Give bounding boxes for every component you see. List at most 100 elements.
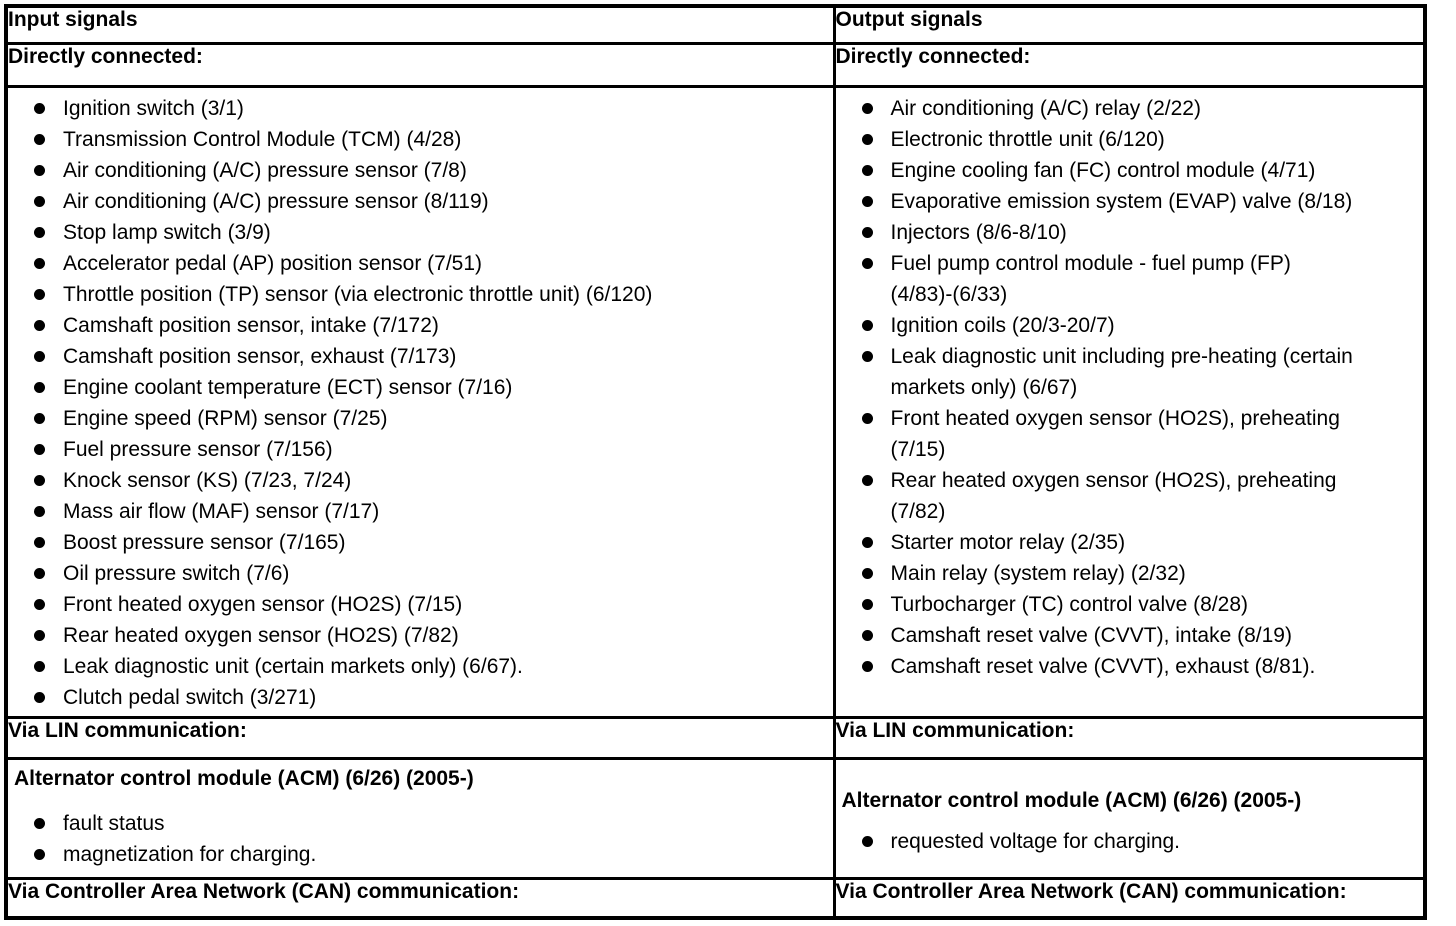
input-via-lin-header: Via LIN communication: xyxy=(4,716,836,760)
output-signals-header: Output signals xyxy=(832,4,1427,45)
list-item: Air conditioning (A/C) pressure sensor (… xyxy=(34,186,831,217)
list-item-text: Engine cooling fan (FC) control module (… xyxy=(890,159,1316,182)
input-acm-section: Alternator control module (ACM) (6/26) (… xyxy=(4,757,836,880)
list-item: Clutch pedal switch (3/271) xyxy=(34,682,831,713)
output-acm-list: requested voltage for charging. xyxy=(837,826,1422,857)
bullet-icon xyxy=(34,506,45,517)
bullet-icon xyxy=(34,818,45,829)
list-item-text: Throttle position (TP) sensor (via elect… xyxy=(63,283,653,306)
list-item: Stop lamp switch (3/9) xyxy=(34,217,831,248)
bullet-icon xyxy=(861,351,873,362)
list-item: Front heated oxygen sensor (HO2S), prehe… xyxy=(861,403,1423,465)
bullet-icon xyxy=(34,537,45,548)
list-item-text: Rear heated oxygen sensor (HO2S), prehea… xyxy=(890,469,1337,523)
list-item-text: Front heated oxygen sensor (HO2S) (7/15) xyxy=(63,593,463,616)
list-item-text: Starter motor relay (2/35) xyxy=(890,531,1126,554)
list-item: Engine coolant temperature (ECT) sensor … xyxy=(34,372,831,403)
input-signal-list: Ignition switch (3/1) Transmission Contro… xyxy=(9,90,831,714)
bullet-icon xyxy=(861,196,873,207)
list-item-text: Engine speed (RPM) sensor (7/25) xyxy=(63,407,388,430)
bullet-icon xyxy=(861,134,873,145)
bullet-icon xyxy=(34,258,45,269)
list-item: Air conditioning (A/C) pressure sensor (… xyxy=(34,155,831,186)
via-lin-row: Via LIN communication: Via LIN communica… xyxy=(4,716,1427,760)
list-item-text: Camshaft reset valve (CVVT), exhaust (8/… xyxy=(890,655,1316,678)
bullet-icon xyxy=(34,661,45,672)
list-item-text: Air conditioning (A/C) pressure sensor (… xyxy=(63,190,489,213)
list-item-text: Air conditioning (A/C) relay (2/22) xyxy=(890,97,1201,120)
bullet-icon xyxy=(861,258,873,269)
list-item: Boost pressure sensor (7/165) xyxy=(34,527,831,558)
list-item-text: Transmission Control Module (TCM) (4/28) xyxy=(63,128,462,151)
list-item: Ignition switch (3/1) xyxy=(34,93,831,124)
bullet-icon xyxy=(861,165,873,176)
list-item: Evaporative emission system (EVAP) valve… xyxy=(861,186,1423,217)
acm-module-row: Alternator control module (ACM) (6/26) (… xyxy=(4,757,1427,880)
list-item-text: Turbocharger (TC) control valve (8/28) xyxy=(890,593,1249,616)
bullet-icon xyxy=(34,165,45,176)
list-item: Injectors (8/6-8/10) xyxy=(861,217,1423,248)
list-item: Camshaft position sensor, exhaust (7/173… xyxy=(34,341,831,372)
table-header-row: Input signals Output signals xyxy=(4,4,1427,45)
list-item: Electronic throttle unit (6/120) xyxy=(861,124,1423,155)
list-item: Ignition coils (20/3-20/7) xyxy=(861,310,1423,341)
list-item: Transmission Control Module (TCM) (4/28) xyxy=(34,124,831,155)
list-item-text: Injectors (8/6-8/10) xyxy=(890,221,1067,244)
bullet-icon xyxy=(34,196,45,207)
bullet-icon xyxy=(34,599,45,610)
list-item: Mass air flow (MAF) sensor (7/17) xyxy=(34,496,831,527)
bullet-icon xyxy=(861,630,873,641)
list-item-text: Evaporative emission system (EVAP) valve… xyxy=(890,190,1353,213)
bullet-icon xyxy=(34,444,45,455)
list-item: Camshaft reset valve (CVVT), intake (8/1… xyxy=(861,620,1423,651)
bullet-icon xyxy=(34,630,45,641)
list-item-text: Mass air flow (MAF) sensor (7/17) xyxy=(63,500,380,523)
list-item: Camshaft reset valve (CVVT), exhaust (8/… xyxy=(861,651,1423,682)
bullet-icon xyxy=(861,568,873,579)
list-item: Camshaft position sensor, intake (7/172) xyxy=(34,310,831,341)
list-item-text: Camshaft reset valve (CVVT), intake (8/1… xyxy=(890,624,1292,647)
bullet-icon xyxy=(34,289,45,300)
signals-table: Input signals Output signals Directly co… xyxy=(4,4,1427,920)
list-item-text: Accelerator pedal (AP) position sensor (… xyxy=(63,252,483,275)
list-item-text: Air conditioning (A/C) pressure sensor (… xyxy=(63,159,467,182)
list-item: Oil pressure switch (7/6) xyxy=(34,558,831,589)
bullet-icon xyxy=(861,103,873,114)
list-item-text: Oil pressure switch (7/6) xyxy=(63,562,290,585)
bullet-icon xyxy=(861,836,873,847)
output-signal-list-cell: Air conditioning (A/C) relay (2/22) Elect… xyxy=(832,85,1427,719)
via-can-row: Via Controller Area Network (CAN) commun… xyxy=(4,877,1427,920)
bullet-icon xyxy=(34,692,45,703)
list-item: Fuel pump control module - fuel pump (FP… xyxy=(861,248,1423,310)
bullet-icon xyxy=(861,413,873,424)
list-item: Leak diagnostic unit (certain markets on… xyxy=(34,651,831,682)
output-acm-heading: Alternator control module (ACM) (6/26) (… xyxy=(841,789,1302,812)
list-item-text: Main relay (system relay) (2/32) xyxy=(890,562,1186,585)
bullet-icon xyxy=(34,134,45,145)
bullet-icon xyxy=(861,599,873,610)
list-item: Fuel pressure sensor (7/156) xyxy=(34,434,831,465)
list-item: Rear heated oxygen sensor (HO2S) (7/82) xyxy=(34,620,831,651)
list-item: Knock sensor (KS) (7/23, 7/24) xyxy=(34,465,831,496)
list-item: Air conditioning (A/C) relay (2/22) xyxy=(861,93,1423,124)
bullet-icon xyxy=(34,382,45,393)
list-item: Engine cooling fan (FC) control module (… xyxy=(861,155,1423,186)
list-item: Rear heated oxygen sensor (HO2S), prehea… xyxy=(861,465,1423,527)
signal-lists-row: Ignition switch (3/1) Transmission Contro… xyxy=(4,85,1427,719)
output-directly-connected-header: Directly connected: xyxy=(832,42,1427,88)
list-item-text: Engine coolant temperature (ECT) sensor … xyxy=(63,376,513,399)
list-item-text: Fuel pump control module - fuel pump (FP… xyxy=(890,252,1291,306)
list-item: magnetization for charging. xyxy=(34,839,831,870)
list-item-text: magnetization for charging. xyxy=(63,843,317,866)
output-via-lin-header: Via LIN communication: xyxy=(832,716,1427,760)
input-directly-connected-header: Directly connected: xyxy=(4,42,836,88)
list-item-text: Boost pressure sensor (7/165) xyxy=(63,531,346,554)
list-item-text: Stop lamp switch (3/9) xyxy=(63,221,271,244)
bullet-icon xyxy=(861,475,873,486)
list-item-text: Electronic throttle unit (6/120) xyxy=(890,128,1165,151)
bullet-icon xyxy=(34,568,45,579)
list-item: Accelerator pedal (AP) position sensor (… xyxy=(34,248,831,279)
list-item: Main relay (system relay) (2/32) xyxy=(861,558,1423,589)
list-item-text: Ignition coils (20/3-20/7) xyxy=(890,314,1115,337)
